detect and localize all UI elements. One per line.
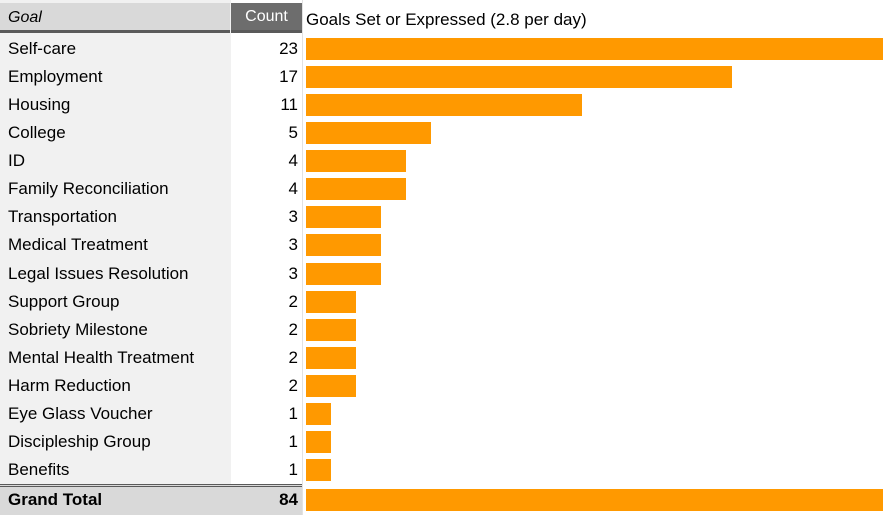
row-count[interactable]: 3 — [288, 207, 298, 227]
row-count[interactable]: 3 — [288, 235, 298, 255]
row-label[interactable]: Mental Health Treatment — [8, 347, 195, 367]
goal-column — [0, 0, 231, 515]
bar — [306, 234, 382, 257]
column-divider — [302, 0, 303, 515]
bar — [306, 262, 382, 285]
row-label[interactable]: Eye Glass Voucher — [8, 403, 153, 423]
row-label[interactable]: Harm Reduction — [8, 375, 131, 395]
row-label[interactable]: Employment — [8, 67, 103, 87]
bar — [306, 430, 332, 453]
row-label[interactable]: Housing — [8, 95, 71, 115]
bar — [306, 318, 357, 341]
row-count[interactable]: 4 — [288, 151, 298, 171]
row-count[interactable]: 2 — [288, 375, 298, 395]
bar — [306, 122, 432, 145]
row-count[interactable]: 3 — [288, 263, 298, 283]
bar — [306, 402, 332, 425]
row-label[interactable]: Transportation — [8, 207, 117, 227]
row-label[interactable]: College — [8, 123, 66, 143]
row-count[interactable]: 23 — [279, 39, 298, 58]
row-label[interactable]: Support Group — [8, 291, 120, 311]
row-count[interactable]: 1 — [288, 460, 298, 480]
grand-total-label[interactable]: Grand Total — [8, 490, 103, 509]
bar — [306, 38, 883, 60]
count-column — [231, 0, 302, 515]
row-count[interactable]: 4 — [288, 179, 298, 199]
grand-total-value[interactable]: 84 — [279, 490, 298, 509]
bar — [306, 66, 733, 89]
row-count[interactable]: 5 — [288, 123, 298, 143]
row-count[interactable]: 2 — [288, 291, 298, 311]
row-label[interactable]: Discipleship Group — [8, 431, 151, 451]
bar — [306, 178, 407, 201]
bar — [306, 346, 357, 369]
grand-total-bar — [306, 489, 883, 511]
row-label[interactable]: Family Reconciliation — [8, 179, 169, 199]
bar — [306, 206, 382, 229]
bar — [306, 94, 582, 117]
bar — [306, 374, 357, 397]
row-label[interactable]: Benefits — [8, 460, 70, 480]
row-count[interactable]: 2 — [288, 319, 298, 339]
row-count[interactable]: 11 — [280, 95, 298, 115]
goal-header[interactable]: Goal — [0, 3, 230, 33]
row-count[interactable]: 2 — [288, 347, 298, 367]
bar — [306, 459, 332, 482]
bar — [306, 290, 357, 313]
row-label[interactable]: Sobriety Milestone — [8, 319, 148, 339]
row-label[interactable]: Self-care — [8, 39, 77, 58]
row-count[interactable]: 17 — [279, 67, 298, 87]
row-label[interactable]: Legal Issues Resolution — [8, 263, 189, 283]
row-count[interactable]: 1 — [288, 403, 298, 423]
row-label[interactable]: ID — [8, 151, 25, 171]
bar — [306, 150, 407, 173]
chart-title: Goals Set or Expressed (2.8 per day) — [306, 10, 587, 29]
row-count[interactable]: 1 — [288, 431, 298, 451]
row-label[interactable]: Medical Treatment — [8, 235, 148, 255]
count-header[interactable]: Count — [231, 3, 302, 33]
grand-total-row — [0, 484, 302, 515]
